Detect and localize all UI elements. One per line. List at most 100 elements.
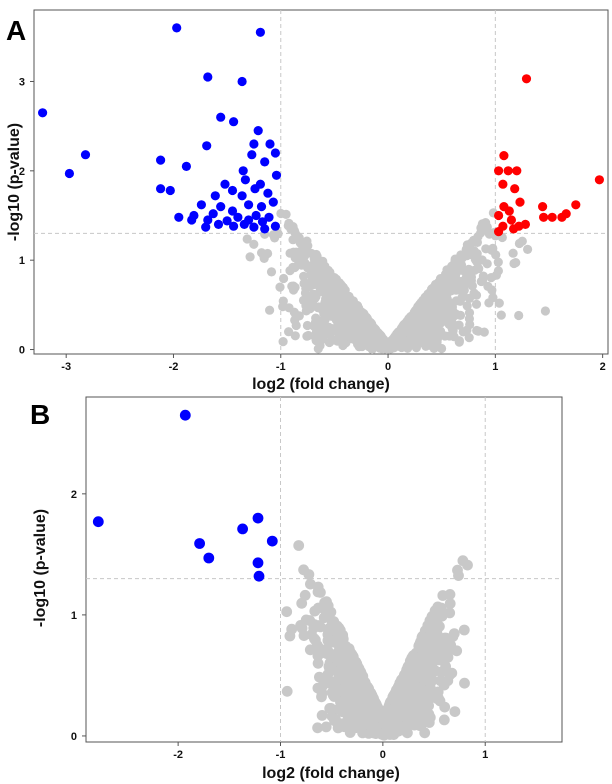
significant-down-point [203,215,213,225]
significant-down-point [156,155,166,165]
nonsignificant-point [446,331,457,341]
nonsignificant-point [465,319,475,330]
significant-down-point [227,185,238,196]
nonsignificant-point [352,304,362,314]
nonsignificant-point [406,315,416,325]
nonsignificant-point [435,281,445,291]
significant-down-point [227,206,238,216]
y-tick-label: 1 [71,610,77,622]
nonsignificant-point [511,258,521,268]
significant-down-point [244,200,254,210]
significant-down-point [237,523,249,535]
significant-down-point [257,217,268,227]
nonsignificant-point [324,703,336,714]
nonsignificant-point [487,285,497,295]
significant-down-point [239,219,249,229]
nonsignificant-point [472,325,482,336]
nonsignificant-point [353,321,363,331]
significant-down-point [203,552,215,564]
significant-down-point [174,212,184,222]
nonsignificant-point [325,267,335,277]
nonsignificant-point [446,286,456,296]
nonsignificant-point [429,605,441,617]
nonsignificant-point [343,323,353,333]
nonsignificant-point [314,278,324,288]
y-tick-label: 2 [71,489,77,501]
nonsignificant-point [464,293,475,303]
significant-up-point [498,179,508,189]
plot-frame-b [85,396,563,743]
x-axis-label-a: log2 (fold change) [252,376,390,393]
nonsignificant-point [494,298,504,308]
significant-up-point [510,184,520,194]
nonsignificant-point [387,704,398,716]
nonsignificant-point [309,633,320,645]
significant-down-point [240,175,250,185]
nonsignificant-point [435,313,445,323]
significant-down-point [264,212,274,222]
significant-down-point [249,222,259,232]
nonsignificant-point [432,334,443,344]
nonsignificant-point [367,715,379,727]
nonsignificant-point [331,278,341,288]
nonsignificant-point [459,285,469,295]
nonsignificant-point [315,271,325,281]
significant-down-point [270,148,280,158]
nonsignificant-point [320,721,332,733]
nonsignificant-point [294,233,304,243]
nonsignificant-point [487,245,497,255]
nonsignificant-point [312,722,323,734]
y-tick-label: 0 [71,731,77,743]
nonsignificant-point [416,318,426,328]
significant-down-point [92,516,104,528]
nonsignificant-point [424,667,436,679]
nonsignificant-point [347,333,357,343]
nonsignificant-point [313,303,323,313]
significant-points-b [92,409,278,582]
significant-down-point [80,150,91,160]
nonsignificant-point [300,250,310,260]
significant-down-point [208,209,218,219]
nonsignificant-point [437,343,447,354]
nonsignificant-point [438,679,450,691]
nonsignificant-point [291,247,301,257]
threshold-lines-a [34,10,608,354]
nonsignificant-point [331,315,341,325]
panel-b: B -2 -1 0 1 0 1 2 log2 (fold change) -log10 (… [30,396,563,782]
nonsignificant-point [325,306,335,316]
nonsignificant-point [394,711,405,723]
x-ticks-a: -3 -2 -1 0 1 2 [61,354,606,373]
significant-down-point [64,168,74,179]
nonsignificant-point [409,331,419,341]
nonsignificant-point [304,644,316,656]
nonsignificant-point [401,323,411,333]
y-ticks-a: 0 1 2 3 [19,76,34,357]
x-tick-label: 0 [385,361,391,373]
nonsignificant-point [421,341,431,351]
nonsignificant-point [443,645,454,657]
significant-down-point [201,222,211,232]
significant-down-point [237,191,247,201]
nonsignificant-point [303,569,315,580]
x-tick-label: -2 [169,361,179,373]
nonsignificant-point [312,682,324,694]
nonsignificant-point [493,257,503,267]
nonsignificant-point [397,334,407,344]
y-tick-label: 0 [19,345,25,357]
significant-down-point [216,112,226,122]
nonsignificant-point [323,662,335,673]
nonsignificant-point [308,622,320,634]
nonsignificant-point [288,222,298,232]
nonsignificant-point [473,232,483,242]
significant-down-point [249,139,259,149]
nonsignificant-point [508,248,518,258]
significant-up-point [494,210,504,221]
nonsignificant-point [342,721,354,732]
significant-down-point [251,210,261,221]
nonsignificant-point [462,559,473,571]
significant-down-point [253,570,265,582]
nonsignificant-point [464,333,474,343]
nonsignificant-point [330,713,341,725]
nonsignificant-point [431,618,443,630]
nonsignificant-point [390,721,402,733]
